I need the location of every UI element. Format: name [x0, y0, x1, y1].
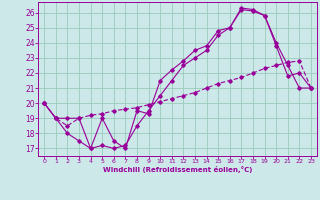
X-axis label: Windchill (Refroidissement éolien,°C): Windchill (Refroidissement éolien,°C) [103, 166, 252, 173]
